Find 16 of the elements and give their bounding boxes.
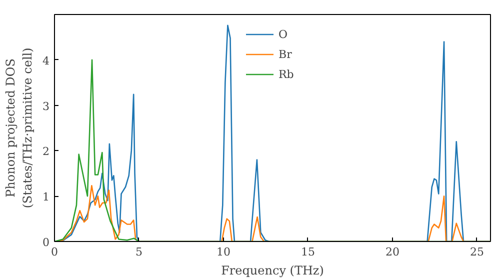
x-tick-label: 20 xyxy=(385,246,400,258)
x-tick-label: 0 xyxy=(51,246,58,258)
x-tick-label: 10 xyxy=(216,246,230,258)
x-axis-title: Frequency (THz) xyxy=(221,264,324,278)
y-tick-label: 0 xyxy=(42,236,50,249)
x-tick-label: 15 xyxy=(300,246,315,258)
y-tick-label: 3 xyxy=(42,100,50,113)
y-axis-title: Phonon projected DOS (States/THz·primitive cell) xyxy=(4,48,34,208)
y-tick-label: 2 xyxy=(42,145,50,158)
x-tick-label: 5 xyxy=(135,246,142,258)
legend-label: Rb xyxy=(278,68,295,80)
x-tick-label: 25 xyxy=(470,246,484,258)
legend-label: Br xyxy=(278,48,293,60)
y-tick-label: 1 xyxy=(42,190,50,204)
y-tick-label: 4 xyxy=(42,54,50,68)
legend-label: O xyxy=(278,28,289,40)
